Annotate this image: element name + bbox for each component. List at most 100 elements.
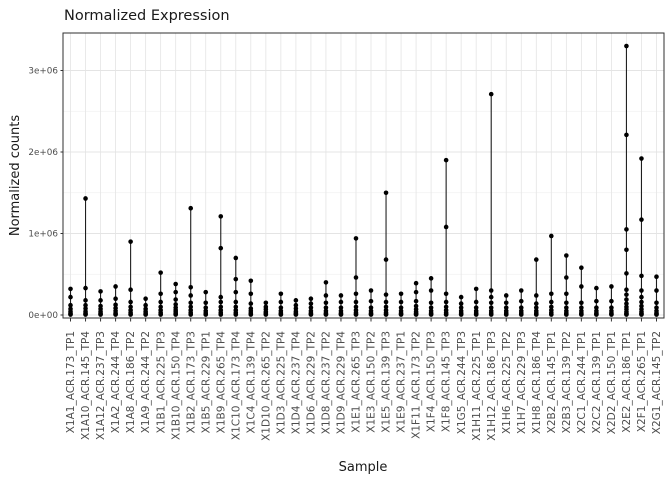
y-tick-label: 3e+06 [28, 67, 58, 77]
x-tick-label: X1D9_ACR.229_TP4 [336, 331, 348, 435]
data-point [458, 294, 464, 300]
data-point [443, 291, 449, 297]
data-point [624, 304, 629, 310]
data-point [518, 298, 524, 304]
data-point [533, 257, 539, 262]
x-tick-label: X1A8_ACR.186_TP2 [125, 331, 137, 433]
y-tick-label: 2e+06 [28, 148, 58, 158]
data-point [233, 299, 239, 305]
data-point [488, 308, 494, 314]
data-point [609, 305, 614, 310]
plot-title: Normalized Expression [64, 8, 230, 24]
data-point [503, 293, 509, 298]
data-point [368, 288, 374, 293]
data-point [624, 227, 629, 232]
data-point [98, 298, 103, 303]
data-point [308, 305, 314, 310]
data-point [398, 291, 404, 297]
data-point [218, 307, 224, 313]
data-point [158, 270, 163, 275]
data-point [398, 308, 404, 314]
data-point [308, 308, 314, 314]
x-tick-label: X1E3_ACR.150_TP2 [366, 331, 378, 433]
data-point [579, 300, 584, 306]
data-point [173, 305, 178, 310]
data-point [624, 301, 629, 306]
x-tick-label: X1D4_ACR.237_TP4 [290, 331, 302, 435]
x-tick-label: X1D6_ACR.229_TP2 [306, 331, 318, 434]
data-point [624, 297, 629, 302]
data-point [113, 296, 118, 302]
data-point [83, 196, 88, 201]
data-point [428, 308, 434, 314]
data-point [218, 294, 224, 300]
x-tick-label: X2C1_ACR.244_TP1 [576, 331, 588, 433]
data-point [263, 304, 269, 310]
y-tick-label: 0e+00 [28, 311, 58, 321]
data-point [443, 299, 449, 305]
x-tick-label: X1F4_ACR.150_TP3 [426, 331, 438, 432]
x-tick-label: X1B2_ACR.173_TP3 [185, 331, 197, 433]
data-point [428, 276, 434, 281]
data-point [218, 214, 224, 219]
data-point [413, 298, 419, 304]
data-point [579, 308, 584, 314]
data-point [83, 302, 88, 308]
data-point [639, 217, 644, 222]
x-tick-label: X1E1_ACR.265_TP3 [351, 331, 363, 433]
data-point [158, 291, 163, 297]
data-point [68, 286, 73, 292]
y-axis-title: Normalized counts [8, 115, 23, 237]
data-point [413, 306, 419, 312]
data-point [218, 299, 224, 305]
data-point [248, 306, 254, 311]
data-point [353, 307, 359, 313]
data-point [278, 299, 284, 305]
x-tick-label: X1H8_ACR.186_TP4 [531, 331, 543, 434]
data-point [128, 304, 133, 310]
data-point [383, 304, 389, 310]
data-point [609, 298, 614, 304]
data-point [564, 300, 569, 306]
x-tick-label: X2G1_ACR.145_TP2 [651, 331, 663, 434]
x-tick-label: X1A9_ACR.244_TP2 [140, 331, 152, 433]
data-point [473, 305, 479, 310]
data-point [113, 305, 118, 311]
data-point [624, 287, 629, 293]
data-point [293, 302, 299, 308]
data-point [654, 300, 659, 306]
x-tick-label: X1D10_ACR.265_TP2 [260, 331, 272, 441]
data-point [473, 308, 479, 314]
data-point [128, 239, 133, 244]
data-point [624, 43, 629, 49]
data-point [458, 301, 464, 306]
data-point [639, 306, 644, 312]
data-point [488, 305, 494, 310]
data-point [594, 305, 599, 310]
data-point [323, 280, 329, 285]
data-point [203, 300, 209, 306]
data-point [383, 190, 389, 196]
data-point [188, 307, 194, 313]
x-tick-label: X1H11_ACR.225_TP1 [471, 331, 483, 441]
data-point [488, 288, 494, 293]
data-point [488, 91, 494, 97]
data-point [278, 308, 284, 314]
data-point [398, 305, 404, 310]
data-point [503, 308, 509, 314]
data-point [143, 302, 148, 308]
data-point [338, 308, 344, 314]
x-tick-label: X2D2_ACR.150_TP1 [606, 331, 618, 434]
data-point [624, 247, 629, 253]
data-point [503, 305, 509, 310]
x-tick-label: X2B2_ACR.145_TP1 [546, 331, 558, 433]
x-tick-label: X1F11_ACR.173_TP2 [411, 331, 423, 439]
data-point [98, 289, 103, 294]
x-tick-label: X1B10_ACR.150_TP4 [170, 331, 182, 440]
data-point [428, 300, 434, 306]
data-point [83, 306, 88, 311]
data-point [338, 293, 344, 298]
panel-background [63, 33, 664, 318]
x-tick-label: X1A10_ACR.145_TP4 [80, 331, 92, 440]
data-point [353, 236, 359, 241]
